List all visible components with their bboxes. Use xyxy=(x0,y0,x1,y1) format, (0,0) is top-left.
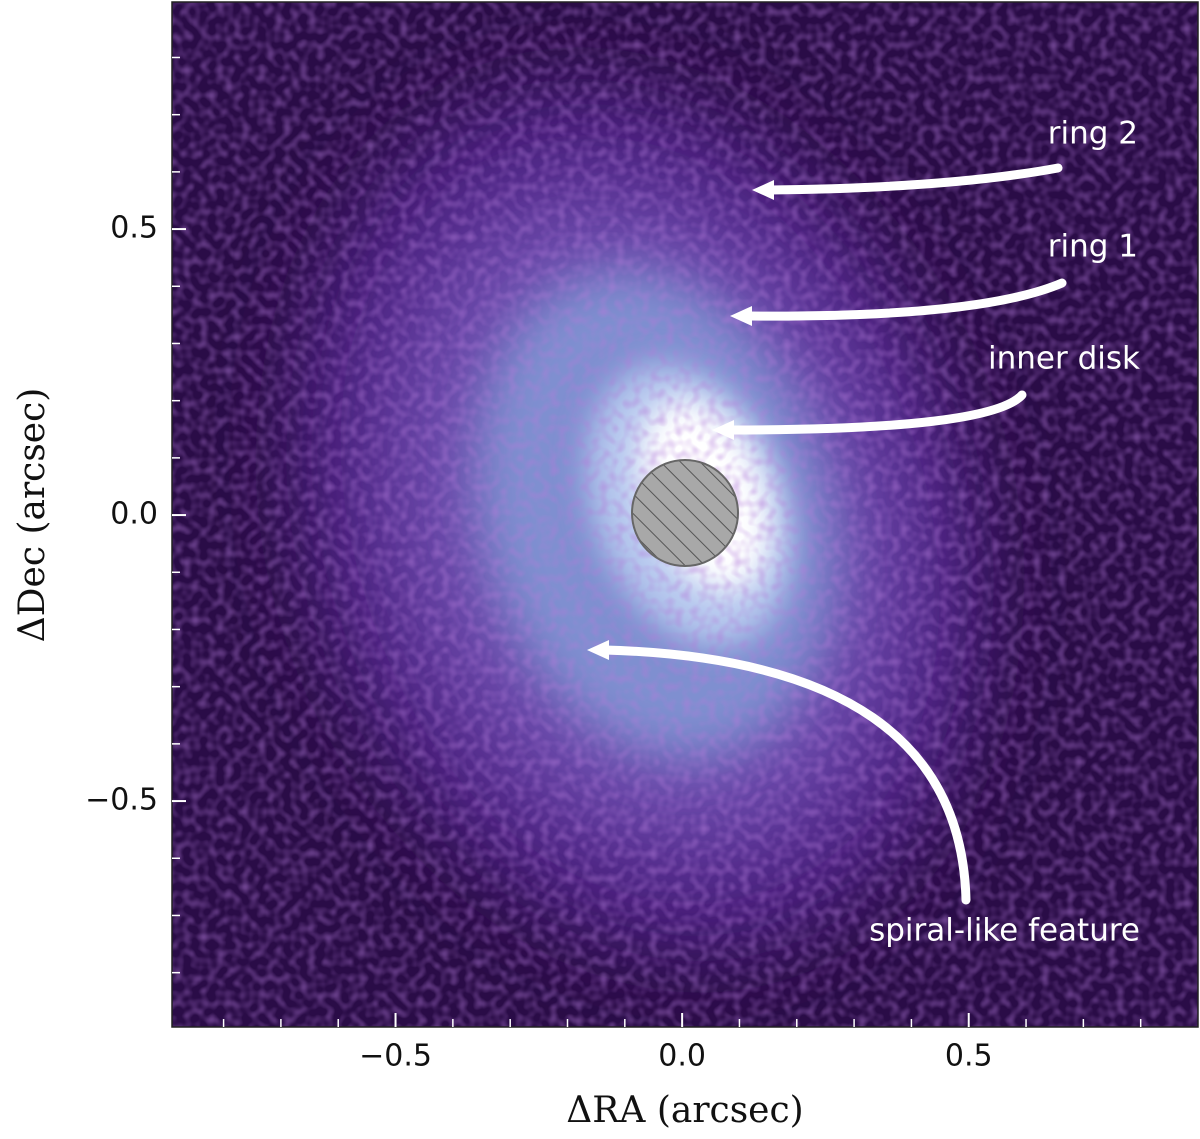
x-tick-label: 0.5 xyxy=(945,1039,993,1074)
y-axis-label: ΔDec (arcsec) xyxy=(12,388,53,643)
annotation: spiral-like feature xyxy=(869,913,1140,949)
y-tick-label: 0.0 xyxy=(110,497,158,532)
annotation: inner disk xyxy=(988,341,1140,377)
image: ring 2 ring 1 inner disk spiral-like fea… xyxy=(172,2,1198,1027)
y-tick-label: 0.5 xyxy=(110,211,158,246)
annotation: ring 1 xyxy=(1048,229,1138,265)
annotation: ring 2 xyxy=(1048,116,1138,152)
x-tick-label: 0.0 xyxy=(658,1039,706,1074)
x-tick-label: −0.5 xyxy=(359,1039,432,1074)
x-axis-label: ΔRA (arcsec) xyxy=(566,1090,803,1131)
y-tick-label: −0.5 xyxy=(85,783,158,818)
